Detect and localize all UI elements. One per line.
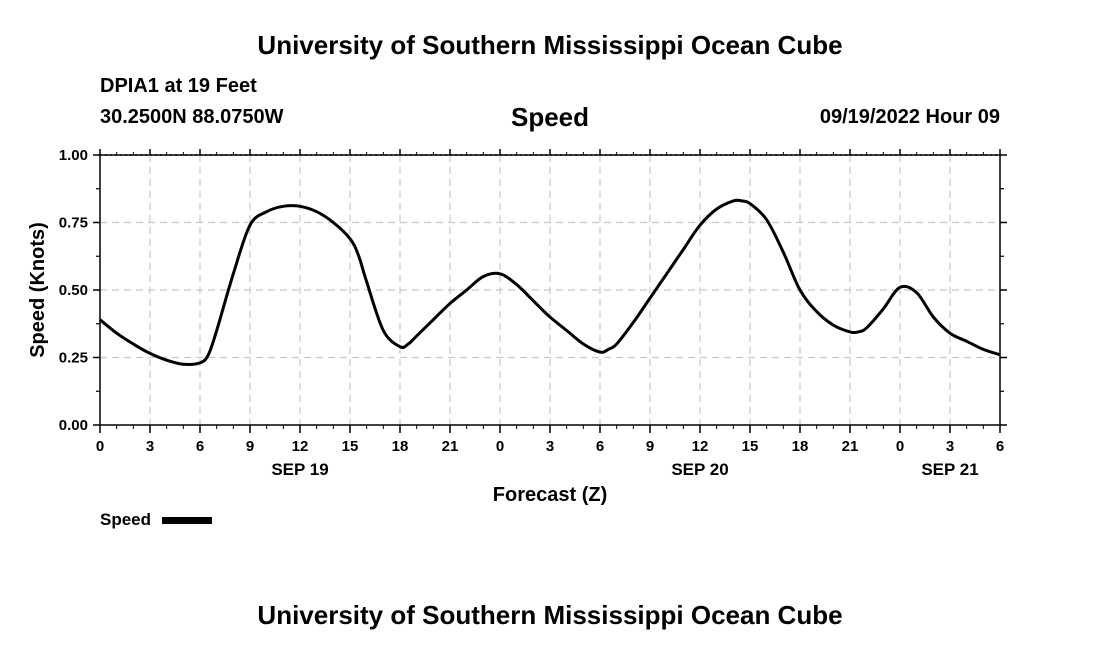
x-tick-label: 3 [546,438,554,455]
x-tick-label: 6 [996,438,1004,455]
page-title: University of Southern Mississippi Ocean… [257,30,843,60]
x-tick-label: 21 [442,438,459,455]
y-tick-label: 0.25 [59,350,88,367]
x-tick-label: 3 [146,438,154,455]
x-tick-label: 9 [246,438,254,455]
x-tick-label: 6 [196,438,204,455]
x-tick-label: 6 [596,438,604,455]
y-tick-label: 0.50 [59,282,88,299]
x-tick-label: 15 [342,438,359,455]
date-label: SEP 20 [671,460,728,479]
station-coords: 30.2500N 88.0750W [100,106,284,128]
grid-lines [100,154,1000,425]
speed-chart: Speed 0.000.250.500.751.00 0 3 6 9 12 15 18 21 0… [27,102,1007,529]
y-axis-label: Speed (Knots) [27,222,49,358]
chart-title: Speed [511,102,589,132]
x-tick-label: 12 [692,438,709,455]
x-tick-label: 18 [392,438,409,455]
y-tick-label: 0.00 [59,417,88,434]
x-tick-labels: 0 3 6 9 12 15 18 21 0 3 6 9 12 15 18 21 0 3 6 [96,438,1004,455]
y-tick-label: 0.75 [59,215,88,232]
x-tick-label: 0 [496,438,504,455]
run-time: 09/19/2022 Hour 09 [819,106,1000,128]
x-tick-label: 21 [842,438,859,455]
date-label: SEP 21 [921,460,978,479]
station-label: DPIA1 at 19 Feet [100,75,257,97]
y-tick-labels: 0.00 0.25 0.50 0.75 1.00 [59,147,88,434]
legend-swatch [162,517,212,524]
x-tick-label: 15 [742,438,759,455]
x-tick-label: 9 [646,438,654,455]
x-axis-label: Forecast (Z) [493,484,607,506]
speed-line [99,198,1001,366]
x-tick-label: 18 [792,438,809,455]
x-tick-label: 0 [896,438,904,455]
legend-label: Speed [100,510,151,529]
x-tick-label: 12 [292,438,309,455]
footer-title: University of Southern Mississippi Ocean… [257,600,843,630]
date-label: SEP 19 [271,460,328,479]
date-labels: SEP 19 SEP 20 SEP 21 [271,460,978,479]
tick-marks [93,149,1007,433]
x-tick-label: 3 [946,438,954,455]
x-tick-label: 0 [96,438,104,455]
y-tick-label: 1.00 [59,147,88,164]
